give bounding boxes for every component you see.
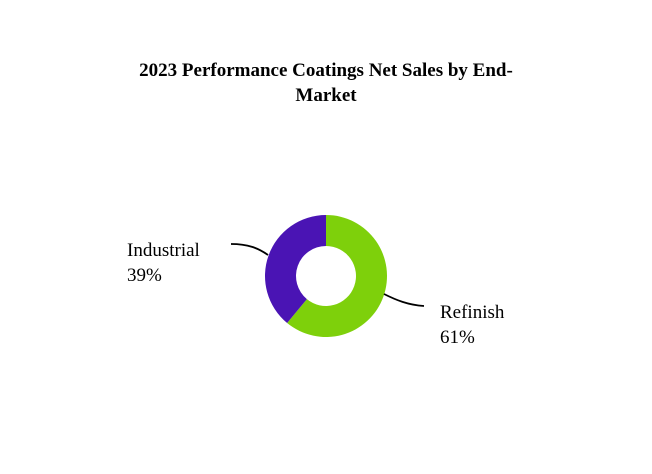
slice-label-industrial-name: Industrial xyxy=(127,240,200,261)
slice-label-industrial-value: 39% xyxy=(127,265,162,286)
chart-title-line-2: Market xyxy=(295,85,357,106)
leader-line-refinish xyxy=(383,293,425,307)
chart-title-line-1: 2023 Performance Coatings Net Sales by E… xyxy=(139,60,513,81)
donut-slice-refinish xyxy=(287,215,387,337)
donut-slice-industrial xyxy=(264,215,326,324)
slice-label-refinish-name: Refinish xyxy=(440,302,505,323)
slice-label-industrial: Industrial 39% xyxy=(127,238,200,288)
slice-label-refinish-value: 61% xyxy=(440,327,475,348)
slice-label-refinish: Refinish 61% xyxy=(440,300,504,350)
chart-title: 2023 Performance Coatings Net Sales by E… xyxy=(0,58,652,108)
leader-line-industrial xyxy=(230,243,269,256)
